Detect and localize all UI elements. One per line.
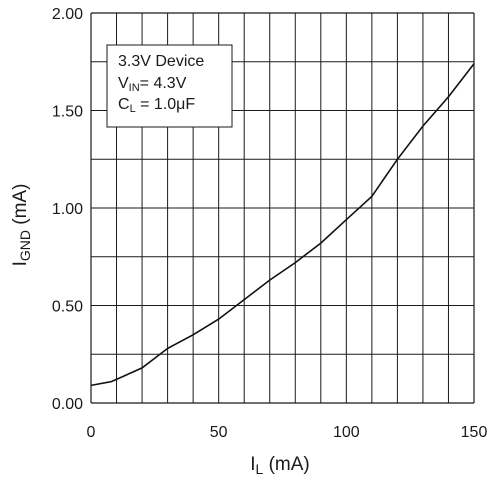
y-tick-label: 2.00 [52, 6, 83, 23]
annotation-line-3: CL = 1.0μF [118, 96, 195, 115]
y-tick-label: 1.00 [52, 201, 83, 218]
x-tick-label: 50 [210, 424, 228, 441]
y-tick-labels: 0.00 0.50 1.00 1.50 2.00 [52, 6, 83, 413]
x-axis-label: IL (mA) [250, 454, 310, 477]
x-tick-labels: 0 50 100 150 [87, 424, 488, 441]
y-axis-label: IGND (mA) [10, 184, 33, 267]
x-tick-label: 100 [333, 424, 360, 441]
y-tick-label: 0.00 [52, 396, 83, 413]
y-tick-label: 1.50 [52, 104, 83, 121]
series-line [90, 63, 475, 387]
x-tick-label: 0 [87, 424, 96, 441]
y-tick-label: 0.50 [52, 299, 83, 316]
x-tick-label: 150 [461, 424, 488, 441]
annotation-line-2: VIN= 4.3V [118, 75, 187, 94]
annotation-line-1: 3.3V Device [118, 53, 204, 70]
annotation-box [106, 44, 233, 128]
